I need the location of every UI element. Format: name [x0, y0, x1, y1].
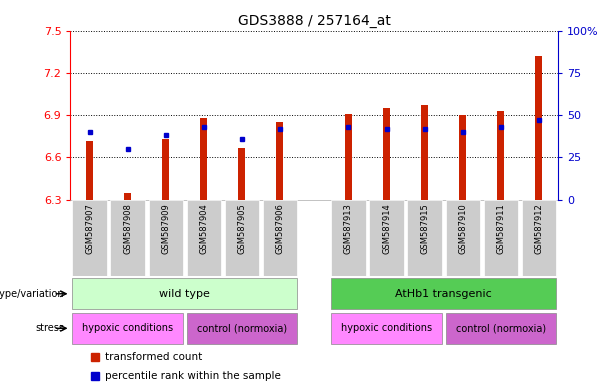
Bar [408, 200, 442, 276]
Text: GSM587908: GSM587908 [123, 204, 132, 254]
Bar [370, 200, 403, 276]
Text: control (normoxia): control (normoxia) [197, 323, 287, 333]
Bar [72, 278, 297, 310]
Text: GSM587915: GSM587915 [420, 204, 429, 254]
Text: GSM587907: GSM587907 [85, 204, 94, 254]
Text: GSM587906: GSM587906 [275, 204, 284, 254]
Text: transformed count: transformed count [105, 352, 202, 362]
Text: GSM587911: GSM587911 [496, 204, 505, 254]
Bar [162, 139, 169, 200]
Text: hypoxic conditions: hypoxic conditions [82, 323, 173, 333]
Bar [484, 200, 518, 276]
Bar [72, 200, 107, 276]
Text: stress: stress [36, 323, 64, 333]
Bar [276, 122, 283, 200]
Text: genotype/variation: genotype/variation [0, 289, 64, 299]
Bar [535, 56, 543, 200]
Bar [345, 114, 352, 200]
Bar [522, 200, 556, 276]
Bar [446, 313, 556, 344]
Text: GSM587913: GSM587913 [344, 204, 353, 254]
Bar [238, 147, 245, 200]
Bar [186, 200, 221, 276]
Bar [110, 200, 145, 276]
Text: GSM587914: GSM587914 [382, 204, 391, 254]
Text: GSM587904: GSM587904 [199, 204, 208, 254]
Bar [331, 278, 556, 310]
Bar [225, 200, 259, 276]
Bar [148, 200, 183, 276]
Bar [497, 111, 504, 200]
Text: wild type: wild type [159, 289, 210, 299]
Title: GDS3888 / 257164_at: GDS3888 / 257164_at [238, 14, 390, 28]
Text: control (normoxia): control (normoxia) [455, 323, 546, 333]
Bar [200, 118, 207, 200]
Bar [331, 200, 365, 276]
Bar [124, 193, 131, 200]
Bar [331, 313, 442, 344]
Text: AtHb1 transgenic: AtHb1 transgenic [395, 289, 492, 299]
Bar [72, 313, 183, 344]
Text: hypoxic conditions: hypoxic conditions [341, 323, 432, 333]
Text: GSM587909: GSM587909 [161, 204, 170, 254]
Bar [421, 105, 428, 200]
Bar [446, 200, 480, 276]
Text: GSM587910: GSM587910 [458, 204, 467, 254]
Text: percentile rank within the sample: percentile rank within the sample [105, 371, 281, 381]
Bar [263, 200, 297, 276]
Bar [459, 115, 466, 200]
Bar [383, 108, 390, 200]
Bar [86, 141, 93, 200]
Bar [186, 313, 297, 344]
Text: GSM587905: GSM587905 [237, 204, 246, 254]
Text: GSM587912: GSM587912 [535, 204, 543, 254]
